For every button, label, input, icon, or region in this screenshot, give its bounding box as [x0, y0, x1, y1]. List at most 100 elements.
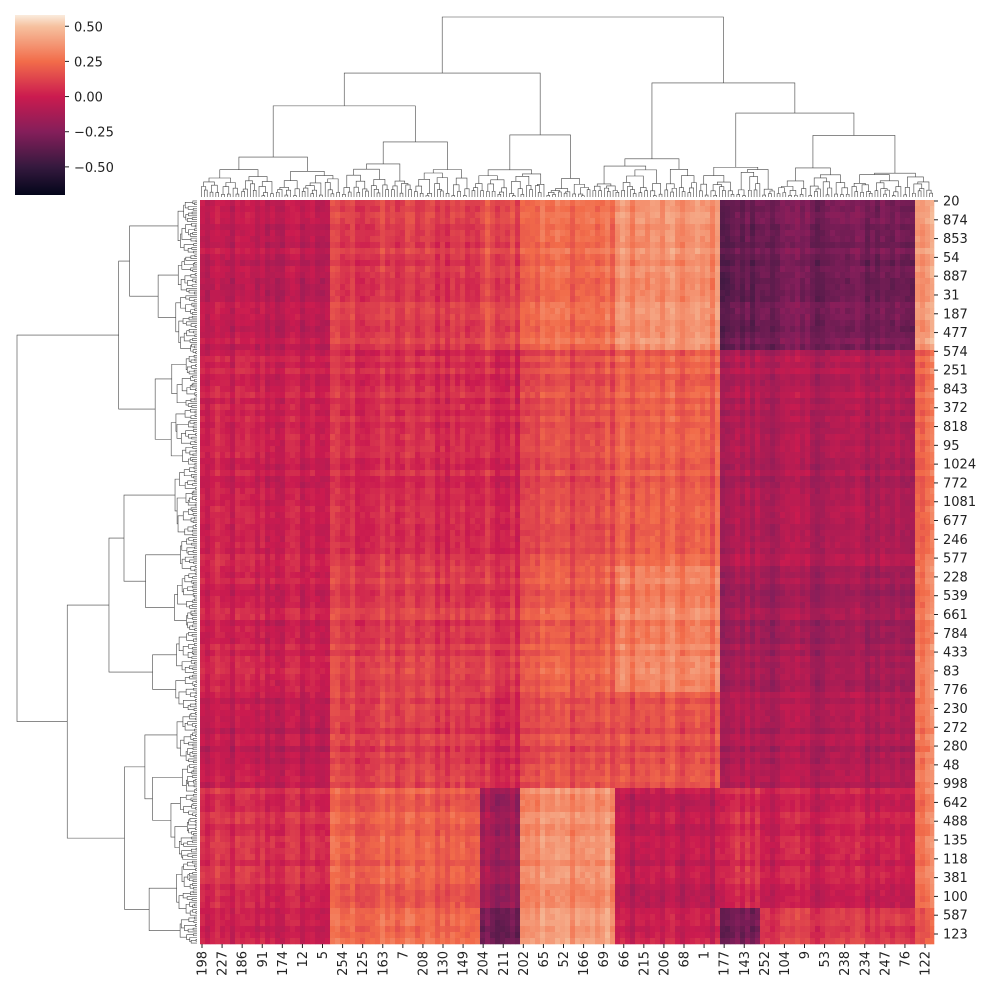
- heatmap-cell: [815, 212, 820, 218]
- heatmap-cell: [595, 272, 600, 278]
- heatmap-cell: [820, 260, 825, 266]
- heatmap-cell: [530, 242, 535, 248]
- heatmap-cell: [505, 200, 510, 206]
- heatmap-cell: [230, 212, 235, 218]
- heatmap-cell: [925, 290, 930, 296]
- heatmap-cell: [920, 266, 925, 272]
- heatmap-cell: [480, 266, 485, 272]
- heatmap-cell: [790, 272, 795, 278]
- heatmap-cell: [440, 206, 445, 212]
- heatmap-cell: [930, 230, 934, 236]
- heatmap-cell: [330, 290, 335, 296]
- heatmap-cell: [735, 224, 740, 230]
- heatmap-cell: [350, 302, 355, 308]
- heatmap-cell: [895, 212, 900, 218]
- heatmap-cell: [700, 236, 705, 242]
- heatmap-cell: [480, 290, 485, 296]
- heatmap-cell: [610, 302, 615, 308]
- heatmap-cell: [720, 224, 725, 230]
- heatmap-cell: [270, 260, 275, 266]
- heatmap-cell: [880, 260, 885, 266]
- heatmap-cell: [745, 236, 750, 242]
- heatmap-cell: [705, 290, 710, 296]
- heatmap-cell: [455, 200, 460, 206]
- heatmap-cell: [735, 206, 740, 212]
- heatmap-cell: [415, 212, 420, 218]
- heatmap-cell: [925, 224, 930, 230]
- heatmap-cell: [565, 308, 570, 314]
- heatmap-cell: [525, 284, 530, 290]
- heatmap-cell: [535, 260, 540, 266]
- heatmap-cell: [930, 236, 934, 242]
- heatmap-cell: [685, 224, 690, 230]
- heatmap-cell: [575, 308, 580, 314]
- heatmap-cell: [710, 290, 715, 296]
- heatmap-cell: [770, 272, 775, 278]
- heatmap-cell: [700, 278, 705, 284]
- heatmap-cell: [695, 254, 700, 260]
- heatmap-cell: [310, 266, 315, 272]
- heatmap-cell: [900, 248, 905, 254]
- heatmap-cell: [635, 296, 640, 302]
- heatmap-cell: [375, 248, 380, 254]
- heatmap-cell: [565, 236, 570, 242]
- heatmap-cell: [835, 278, 840, 284]
- heatmap-cell: [765, 242, 770, 248]
- heatmap-cell: [390, 236, 395, 242]
- heatmap-cell: [595, 218, 600, 224]
- heatmap-cell: [270, 272, 275, 278]
- heatmap-cell: [690, 296, 695, 302]
- heatmap-cell: [645, 224, 650, 230]
- heatmap-cell: [380, 230, 385, 236]
- heatmap-cell: [510, 278, 515, 284]
- heatmap-cell: [560, 254, 565, 260]
- heatmap-cell: [870, 242, 875, 248]
- heatmap-cell: [260, 260, 265, 266]
- heatmap-cell: [500, 212, 505, 218]
- heatmap-cell: [200, 224, 205, 230]
- heatmap-cell: [505, 242, 510, 248]
- heatmap-cell: [895, 230, 900, 236]
- heatmap-cell: [655, 230, 660, 236]
- heatmap-cell: [790, 290, 795, 296]
- heatmap-cell: [285, 206, 290, 212]
- heatmap-cell: [815, 236, 820, 242]
- heatmap-cell: [525, 218, 530, 224]
- heatmap-cell: [705, 236, 710, 242]
- heatmap-cell: [840, 290, 845, 296]
- heatmap-cell: [605, 278, 610, 284]
- heatmap-cell: [225, 248, 230, 254]
- heatmap-cell: [355, 248, 360, 254]
- heatmap-cell: [915, 290, 920, 296]
- heatmap-cell: [410, 302, 415, 308]
- heatmap-cell: [625, 278, 630, 284]
- heatmap-cell: [265, 236, 270, 242]
- heatmap-cell: [460, 260, 465, 266]
- heatmap-cell: [230, 308, 235, 314]
- heatmap-cell: [435, 272, 440, 278]
- heatmap-cell: [255, 212, 260, 218]
- heatmap-cell: [210, 284, 215, 290]
- heatmap-cell: [550, 206, 555, 212]
- heatmap-cell: [885, 248, 890, 254]
- heatmap-cell: [595, 260, 600, 266]
- heatmap-cell: [400, 254, 405, 260]
- heatmap-cell: [560, 230, 565, 236]
- heatmap-cell: [470, 272, 475, 278]
- heatmap-cell: [650, 200, 655, 206]
- heatmap-cell: [775, 212, 780, 218]
- heatmap-cell: [455, 248, 460, 254]
- heatmap-cell: [400, 206, 405, 212]
- heatmap-cell: [440, 302, 445, 308]
- heatmap-cell: [240, 230, 245, 236]
- heatmap-cell: [540, 254, 545, 260]
- heatmap-cell: [520, 200, 525, 206]
- heatmap-cell: [705, 212, 710, 218]
- heatmap-cell: [555, 296, 560, 302]
- heatmap-cell: [535, 242, 540, 248]
- heatmap-cell: [465, 254, 470, 260]
- heatmap-cell: [475, 260, 480, 266]
- heatmap-cell: [650, 242, 655, 248]
- heatmap-cell: [310, 218, 315, 224]
- heatmap-cell: [280, 212, 285, 218]
